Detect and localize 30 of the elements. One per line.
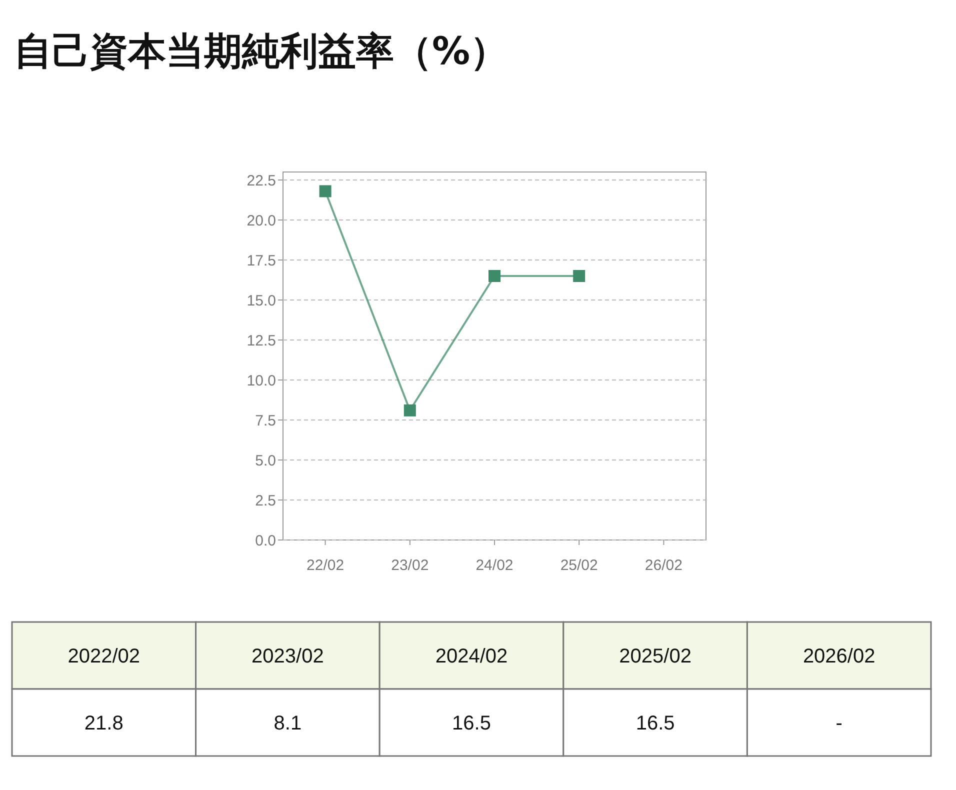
y-tick-label: 12.5 [246, 332, 276, 350]
point [573, 270, 586, 282]
y-tick-label: 17.5 [246, 252, 276, 270]
text: 2023/02 [252, 646, 324, 668]
point [488, 270, 500, 282]
x-tick-label: 24/02 [476, 557, 514, 574]
text: 16.5 [452, 712, 491, 734]
y-tick-label: 15.0 [246, 292, 276, 310]
y-tick-label: 10.0 [246, 372, 276, 390]
text: 2022/02 [68, 646, 140, 668]
text: 16.5 [636, 712, 675, 734]
y-tick-label: 2.5 [255, 492, 276, 510]
text: 2024/02 [435, 646, 508, 668]
y-tick-label: 7.5 [255, 412, 276, 430]
text: 2025/02 [619, 646, 692, 668]
x-tick-label: 23/02 [391, 557, 429, 574]
y-tick-label: 5.0 [255, 452, 276, 470]
x-tick-label: 25/02 [560, 557, 598, 574]
text: - [836, 712, 842, 734]
x-tick-label: 26/02 [644, 557, 682, 574]
chart-title: 自己資本当期純利益率（%） [14, 29, 508, 73]
point [404, 404, 416, 416]
y-tick-label: 20.0 [246, 212, 276, 230]
y-tick-label: 22.5 [246, 172, 276, 190]
y-tick-label: 0.0 [255, 532, 276, 550]
x-tick-label: 22/02 [306, 557, 344, 574]
point [319, 185, 332, 198]
text: 21.8 [84, 712, 124, 734]
text: 2026/02 [802, 646, 876, 668]
text: 8.1 [274, 712, 302, 734]
